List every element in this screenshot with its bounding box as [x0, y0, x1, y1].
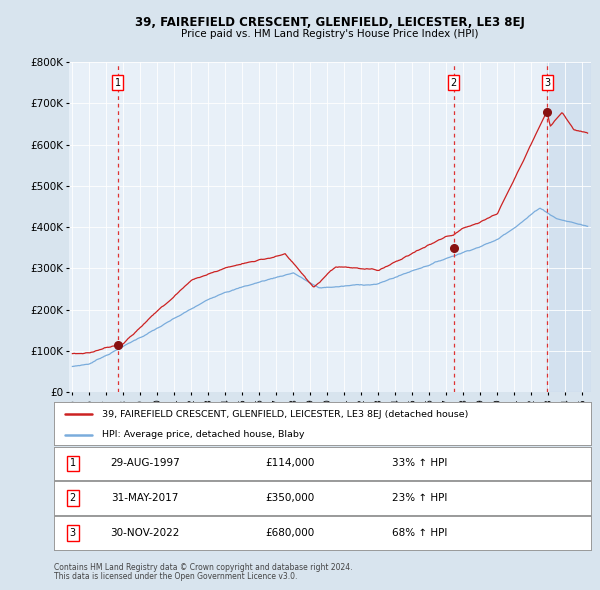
Text: 39, FAIREFIELD CRESCENT, GLENFIELD, LEICESTER, LE3 8EJ: 39, FAIREFIELD CRESCENT, GLENFIELD, LEIC…	[135, 16, 525, 29]
Text: £680,000: £680,000	[266, 528, 315, 538]
Text: 1: 1	[115, 78, 121, 87]
Text: £350,000: £350,000	[266, 493, 315, 503]
Text: 29-AUG-1997: 29-AUG-1997	[110, 458, 180, 468]
Text: 23% ↑ HPI: 23% ↑ HPI	[392, 493, 448, 503]
Text: Price paid vs. HM Land Registry's House Price Index (HPI): Price paid vs. HM Land Registry's House …	[181, 29, 479, 38]
Text: 2: 2	[451, 78, 457, 87]
Text: 2: 2	[70, 493, 76, 503]
Text: 1: 1	[70, 458, 76, 468]
Text: 39, FAIREFIELD CRESCENT, GLENFIELD, LEICESTER, LE3 8EJ (detached house): 39, FAIREFIELD CRESCENT, GLENFIELD, LEIC…	[103, 410, 469, 419]
Text: 31-MAY-2017: 31-MAY-2017	[112, 493, 179, 503]
Text: 68% ↑ HPI: 68% ↑ HPI	[392, 528, 448, 538]
Text: 3: 3	[70, 528, 76, 538]
Text: This data is licensed under the Open Government Licence v3.0.: This data is licensed under the Open Gov…	[54, 572, 298, 581]
Text: £114,000: £114,000	[266, 458, 315, 468]
Text: 3: 3	[544, 78, 550, 87]
Text: HPI: Average price, detached house, Blaby: HPI: Average price, detached house, Blab…	[103, 430, 305, 439]
Bar	[547, 62, 591, 392]
Text: Contains HM Land Registry data © Crown copyright and database right 2024.: Contains HM Land Registry data © Crown c…	[54, 563, 353, 572]
Text: 30-NOV-2022: 30-NOV-2022	[110, 528, 180, 538]
Text: 33% ↑ HPI: 33% ↑ HPI	[392, 458, 448, 468]
